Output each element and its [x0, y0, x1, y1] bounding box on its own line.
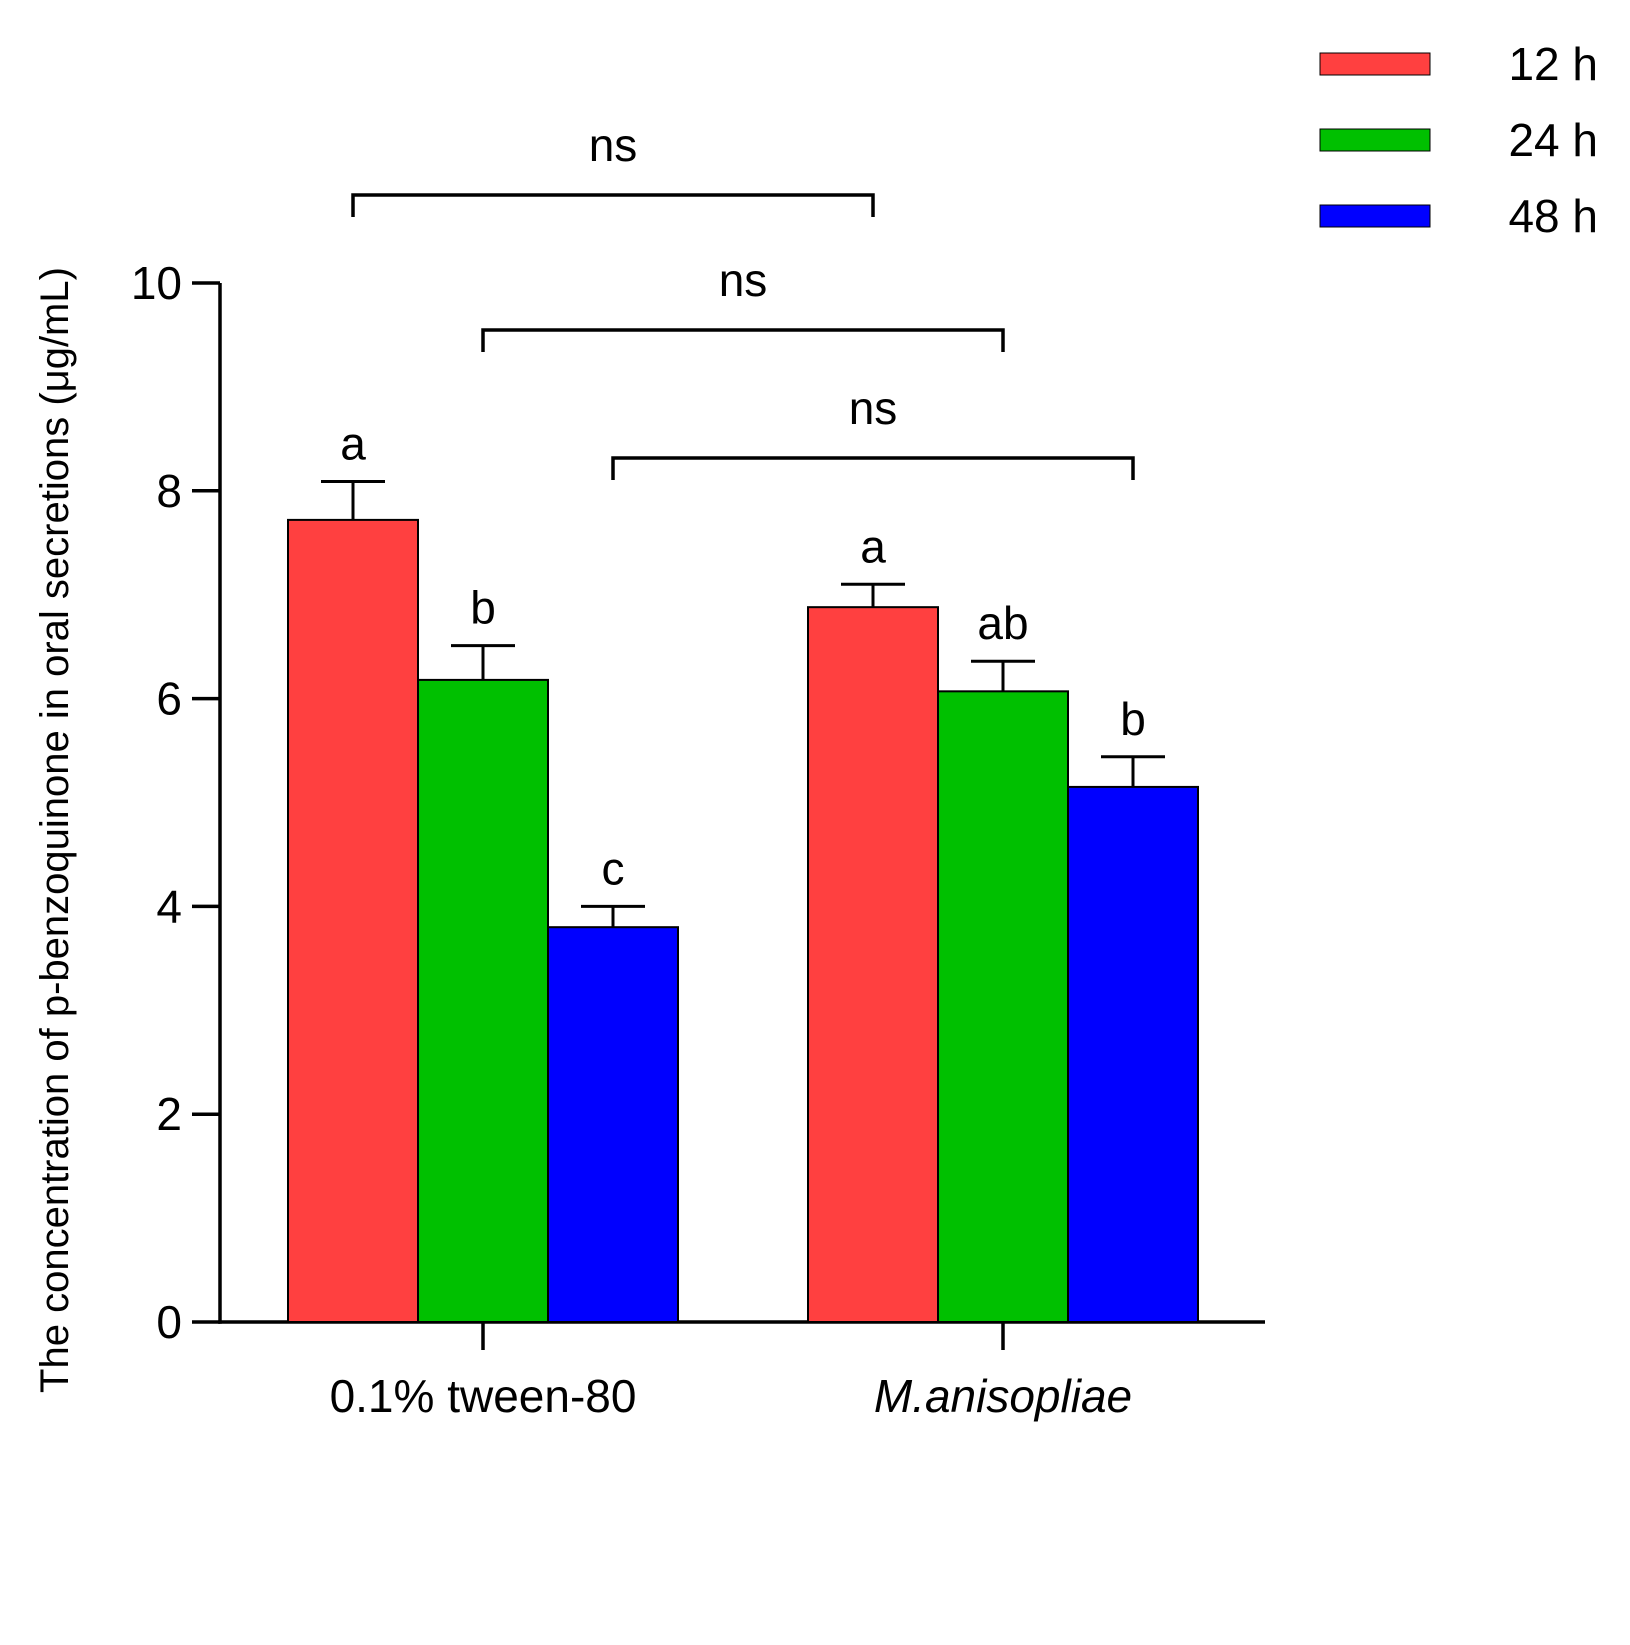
- x-category-label: M.anisopliae: [874, 1370, 1132, 1422]
- x-category-label: 0.1% tween-80: [330, 1370, 637, 1422]
- bar: [937, 690, 1069, 1323]
- legend-label: 48 h: [1508, 190, 1598, 242]
- y-tick-label: 0: [156, 1296, 182, 1348]
- legend-label: 12 h: [1508, 38, 1598, 90]
- legend-swatch: [1319, 204, 1431, 228]
- y-ticks: 0 2 4 6 8 10: [131, 257, 220, 1348]
- significance-letter: b: [1120, 693, 1146, 745]
- significance-letter: ab: [977, 597, 1028, 649]
- bar: [807, 606, 939, 1323]
- comparison-label: ns: [719, 254, 768, 306]
- significance-letter: b: [470, 582, 496, 634]
- y-axis-title-group: The concentration of p-benzoquinone in o…: [33, 267, 77, 1393]
- y-tick-label: 6: [156, 673, 182, 725]
- comparison-bracket: [481, 328, 1005, 352]
- y-tick-label: 10: [131, 257, 182, 309]
- legend-swatch: [1319, 52, 1431, 76]
- error-bars: [321, 479, 1165, 928]
- bar: [547, 926, 679, 1323]
- y-tick-label: 4: [156, 880, 182, 932]
- significance-letter: a: [860, 520, 886, 572]
- bar: [417, 678, 549, 1323]
- bar: [1067, 785, 1199, 1323]
- comparison-brackets: ns ns ns: [351, 119, 1135, 480]
- y-axis-title: The concentration of p-benzoquinone in o…: [33, 267, 77, 1393]
- legend-label: 24 h: [1508, 114, 1598, 166]
- bars: [287, 518, 1199, 1323]
- comparison-bracket: [611, 456, 1135, 480]
- legend-swatch: [1319, 128, 1431, 152]
- significance-letter: a: [340, 417, 366, 469]
- x-ticks: 0.1% tween-80 M.anisopliae: [330, 1322, 1132, 1422]
- comparison-bracket: [351, 193, 875, 217]
- legend: 12 h 24 h 48 h: [1319, 38, 1598, 242]
- comparison-label: ns: [849, 382, 898, 434]
- bar: [287, 518, 419, 1323]
- y-tick-label: 8: [156, 465, 182, 517]
- y-tick-label: 2: [156, 1088, 182, 1140]
- significance-letter: c: [602, 842, 625, 894]
- comparison-label: ns: [589, 119, 638, 171]
